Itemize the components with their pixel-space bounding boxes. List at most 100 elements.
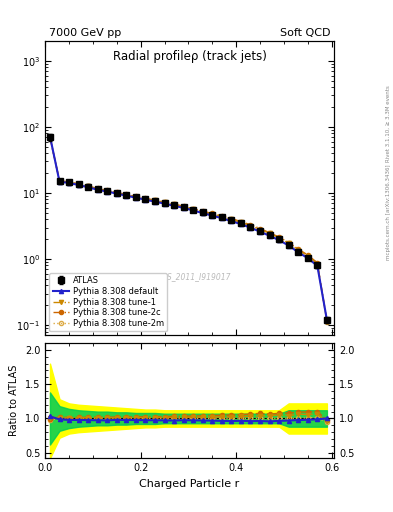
Pythia 8.308 tune-2c — [258, 225, 263, 231]
Pythia 8.308 tune-2m — [152, 198, 157, 204]
Text: Soft QCD: Soft QCD — [280, 28, 330, 38]
Pythia 8.308 tune-1 — [210, 211, 215, 217]
Pythia 8.308 default — [143, 197, 148, 203]
Pythia 8.308 tune-2m — [181, 204, 186, 210]
Pythia 8.308 tune-1 — [67, 179, 72, 185]
Pythia 8.308 tune-2c — [152, 197, 157, 203]
Pythia 8.308 tune-2c — [95, 185, 100, 191]
Pythia 8.308 tune-2m — [191, 206, 196, 212]
Pythia 8.308 default — [86, 184, 90, 190]
Pythia 8.308 tune-2c — [57, 178, 62, 184]
Pythia 8.308 tune-2m — [143, 196, 148, 202]
Pythia 8.308 default — [286, 243, 291, 249]
Pythia 8.308 default — [67, 180, 72, 186]
Pythia 8.308 tune-1 — [191, 206, 196, 212]
Pythia 8.308 tune-2c — [220, 213, 224, 219]
Text: mcplots.cern.ch [arXiv:1306.3436]: mcplots.cern.ch [arXiv:1306.3436] — [386, 164, 391, 260]
Pythia 8.308 tune-2m — [286, 242, 291, 248]
Pythia 8.308 default — [277, 237, 281, 243]
Pythia 8.308 tune-2m — [172, 202, 176, 208]
Pythia 8.308 default — [172, 203, 176, 209]
Pythia 8.308 tune-2m — [248, 224, 253, 230]
Pythia 8.308 tune-2c — [143, 195, 148, 201]
Pythia 8.308 tune-2c — [86, 183, 90, 189]
Pythia 8.308 tune-2c — [114, 189, 119, 196]
Pythia 8.308 default — [95, 187, 100, 193]
Line: Pythia 8.308 tune-1: Pythia 8.308 tune-1 — [48, 135, 329, 323]
Pythia 8.308 tune-2c — [162, 199, 167, 205]
Pythia 8.308 tune-1 — [114, 189, 119, 196]
Pythia 8.308 tune-2m — [67, 179, 72, 185]
Pythia 8.308 tune-2m — [57, 178, 62, 184]
Pythia 8.308 default — [105, 188, 110, 195]
Pythia 8.308 tune-1 — [286, 241, 291, 247]
Pythia 8.308 tune-1 — [267, 230, 272, 237]
Pythia 8.308 tune-2m — [220, 214, 224, 220]
Pythia 8.308 tune-1 — [48, 134, 52, 140]
Pythia 8.308 tune-2c — [229, 216, 234, 222]
Pythia 8.308 default — [191, 207, 196, 214]
Pythia 8.308 tune-2c — [105, 187, 110, 194]
Pythia 8.308 tune-2m — [267, 231, 272, 238]
Pythia 8.308 tune-2c — [296, 246, 301, 252]
Line: Pythia 8.308 tune-2c: Pythia 8.308 tune-2c — [48, 136, 329, 323]
Pythia 8.308 default — [210, 212, 215, 219]
Pythia 8.308 tune-2m — [315, 262, 320, 268]
Pythia 8.308 tune-1 — [57, 178, 62, 184]
Pythia 8.308 tune-2c — [315, 260, 320, 266]
Text: Radial profileρ (track jets): Radial profileρ (track jets) — [113, 50, 266, 63]
Pythia 8.308 default — [48, 133, 52, 139]
Pythia 8.308 default — [57, 179, 62, 185]
Pythia 8.308 tune-1 — [86, 183, 90, 189]
Pythia 8.308 tune-1 — [152, 198, 157, 204]
Y-axis label: Ratio to ATLAS: Ratio to ATLAS — [9, 365, 19, 436]
Pythia 8.308 tune-1 — [162, 199, 167, 205]
Pythia 8.308 default — [124, 193, 129, 199]
Pythia 8.308 default — [315, 263, 320, 269]
Pythia 8.308 tune-2c — [134, 193, 138, 199]
Pythia 8.308 tune-1 — [239, 219, 243, 225]
Pythia 8.308 default — [152, 199, 157, 205]
Pythia 8.308 tune-2m — [124, 192, 129, 198]
Pythia 8.308 default — [181, 205, 186, 211]
Pythia 8.308 tune-2m — [134, 194, 138, 200]
Pythia 8.308 tune-1 — [134, 194, 138, 200]
Pythia 8.308 tune-2c — [210, 210, 215, 217]
Pythia 8.308 tune-1 — [76, 181, 81, 187]
Pythia 8.308 tune-2c — [76, 181, 81, 187]
Pythia 8.308 tune-2m — [325, 318, 329, 325]
Pythia 8.308 tune-1 — [229, 216, 234, 222]
Pythia 8.308 tune-2m — [48, 135, 52, 141]
Pythia 8.308 default — [76, 182, 81, 188]
Pythia 8.308 tune-2m — [210, 211, 215, 218]
Pythia 8.308 default — [229, 218, 234, 224]
Line: Pythia 8.308 tune-2m: Pythia 8.308 tune-2m — [48, 136, 329, 324]
Pythia 8.308 tune-2m — [200, 209, 205, 216]
Pythia 8.308 tune-1 — [105, 187, 110, 194]
Pythia 8.308 tune-2c — [200, 208, 205, 215]
X-axis label: Charged Particle r: Charged Particle r — [140, 479, 240, 488]
Pythia 8.308 tune-2m — [86, 183, 90, 189]
Pythia 8.308 default — [248, 225, 253, 231]
Pythia 8.308 tune-2c — [267, 230, 272, 236]
Pythia 8.308 tune-2m — [76, 181, 81, 187]
Pythia 8.308 default — [114, 190, 119, 197]
Pythia 8.308 tune-2c — [286, 240, 291, 246]
Pythia 8.308 tune-2c — [191, 205, 196, 211]
Pythia 8.308 tune-1 — [200, 209, 205, 215]
Pythia 8.308 tune-2c — [239, 219, 243, 225]
Pythia 8.308 default — [267, 233, 272, 239]
Pythia 8.308 tune-2c — [172, 201, 176, 207]
Pythia 8.308 tune-2m — [296, 248, 301, 254]
Pythia 8.308 tune-2m — [305, 254, 310, 261]
Pythia 8.308 tune-2c — [305, 252, 310, 258]
Pythia 8.308 tune-2c — [67, 179, 72, 185]
Pythia 8.308 tune-2c — [124, 191, 129, 198]
Pythia 8.308 tune-2c — [248, 222, 253, 228]
Pythia 8.308 tune-1 — [277, 234, 281, 241]
Line: Pythia 8.308 default: Pythia 8.308 default — [48, 134, 329, 322]
Text: 7000 GeV pp: 7000 GeV pp — [49, 28, 121, 38]
Pythia 8.308 tune-1 — [248, 223, 253, 229]
Pythia 8.308 tune-1 — [220, 214, 224, 220]
Pythia 8.308 default — [296, 249, 301, 255]
